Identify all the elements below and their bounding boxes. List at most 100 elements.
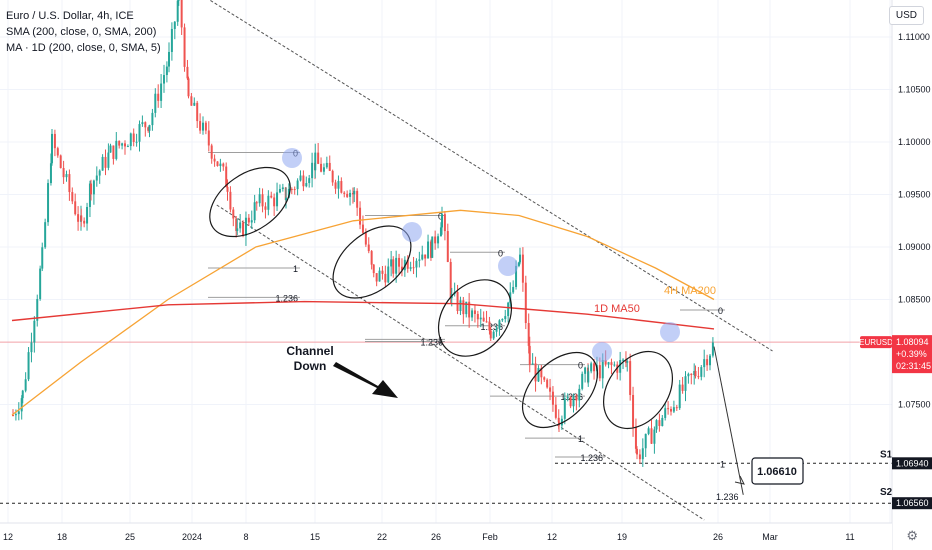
candle-body[interactable] [147, 127, 150, 131]
candle-body[interactable] [694, 370, 697, 377]
candle-body[interactable] [569, 396, 572, 407]
candle-body[interactable] [607, 362, 610, 365]
candle-body[interactable] [446, 231, 449, 262]
candle-body[interactable] [629, 361, 632, 395]
candle-body[interactable] [563, 398, 566, 419]
candle-body[interactable] [154, 93, 157, 113]
candle-body[interactable] [33, 320, 36, 343]
candle-body[interactable] [557, 417, 560, 423]
candle-body[interactable] [173, 21, 176, 29]
candle-body[interactable] [412, 267, 415, 269]
candle-body[interactable] [390, 259, 393, 267]
candle-body[interactable] [636, 448, 638, 455]
candle-body[interactable] [225, 166, 228, 188]
candle-body[interactable] [322, 167, 325, 172]
candle-body[interactable] [424, 254, 427, 259]
candle-body[interactable] [293, 189, 296, 191]
candle-body[interactable] [398, 257, 401, 267]
candle-body[interactable] [641, 448, 644, 460]
candle-body[interactable] [86, 206, 89, 224]
candle-body[interactable] [88, 183, 91, 207]
candle-body[interactable] [170, 28, 173, 52]
candle-body[interactable] [613, 364, 616, 366]
candle-body[interactable] [281, 187, 284, 190]
candle-body[interactable] [381, 270, 384, 274]
candle-body[interactable] [340, 181, 343, 193]
candle-body[interactable] [437, 236, 440, 244]
candle-body[interactable] [512, 286, 515, 293]
candle-body[interactable] [543, 377, 546, 380]
candle-body[interactable] [429, 241, 432, 258]
candle-body[interactable] [476, 313, 479, 320]
candle-body[interactable] [560, 418, 563, 426]
candle-body[interactable] [126, 146, 129, 148]
candle-body[interactable] [95, 175, 98, 181]
candle-body[interactable] [290, 188, 293, 190]
indicator-ma-1d[interactable]: MA · 1D (200, close, 0, SMA, 5) [6, 42, 161, 54]
candle-body[interactable] [118, 140, 121, 146]
candle-body[interactable] [104, 156, 107, 168]
candle-body[interactable] [604, 360, 607, 365]
candle-body[interactable] [647, 428, 650, 434]
candle-body[interactable] [658, 420, 661, 427]
candle-body[interactable] [632, 394, 635, 428]
candle-body[interactable] [207, 130, 210, 146]
candle-body[interactable] [247, 217, 250, 223]
candle-body[interactable] [700, 367, 703, 377]
candle-body[interactable] [406, 259, 409, 269]
candle-body[interactable] [121, 143, 124, 146]
candle-body[interactable] [68, 174, 71, 193]
candle-body[interactable] [331, 170, 334, 183]
candle-body[interactable] [650, 428, 653, 444]
candle-body[interactable] [479, 317, 482, 320]
candle-body[interactable] [661, 417, 664, 427]
candle-body[interactable] [216, 161, 219, 167]
candle-body[interactable] [684, 376, 687, 391]
candle-body[interactable] [302, 175, 305, 187]
candle-body[interactable] [47, 183, 50, 223]
candle-body[interactable] [278, 189, 281, 193]
candle-body[interactable] [427, 241, 430, 259]
candle-body[interactable] [77, 214, 80, 222]
candle-body[interactable] [65, 174, 68, 178]
candle-body[interactable] [519, 254, 521, 263]
candle-body[interactable] [653, 429, 656, 444]
candle-body[interactable] [258, 194, 261, 204]
candle-body[interactable] [534, 363, 537, 382]
candle-body[interactable] [229, 191, 232, 210]
candle-body[interactable] [21, 390, 24, 399]
candle-body[interactable] [619, 360, 622, 373]
candle-body[interactable] [361, 224, 364, 233]
candle-body[interactable] [524, 282, 527, 324]
candle-body[interactable] [531, 363, 534, 365]
candle-body[interactable] [314, 152, 317, 171]
candle-body[interactable] [465, 301, 468, 315]
candle-body[interactable] [12, 415, 14, 416]
candle-body[interactable] [138, 124, 141, 142]
candle-body[interactable] [498, 320, 501, 329]
candle-body[interactable] [626, 361, 629, 363]
candle-body[interactable] [610, 362, 613, 366]
candle-body[interactable] [587, 371, 590, 383]
candle-body[interactable] [384, 273, 387, 283]
candle-body[interactable] [255, 202, 258, 204]
candle-body[interactable] [334, 182, 337, 189]
candle-body[interactable] [24, 379, 27, 391]
candle-body[interactable] [566, 396, 569, 399]
candle-body[interactable] [115, 140, 118, 159]
candle-body[interactable] [449, 261, 452, 299]
candle-body[interactable] [232, 209, 235, 219]
candle-body[interactable] [601, 360, 604, 379]
candle-body[interactable] [554, 404, 557, 418]
candle-body[interactable] [624, 359, 627, 363]
candle-body[interactable] [711, 342, 714, 356]
candle-body[interactable] [250, 220, 253, 223]
candle-body[interactable] [135, 141, 138, 143]
candle-body[interactable] [183, 27, 186, 67]
candle-body[interactable] [53, 133, 56, 149]
candle-body[interactable] [222, 163, 225, 167]
candle-body[interactable] [253, 202, 256, 221]
candle-body[interactable] [492, 331, 495, 339]
candle-body[interactable] [151, 112, 154, 126]
